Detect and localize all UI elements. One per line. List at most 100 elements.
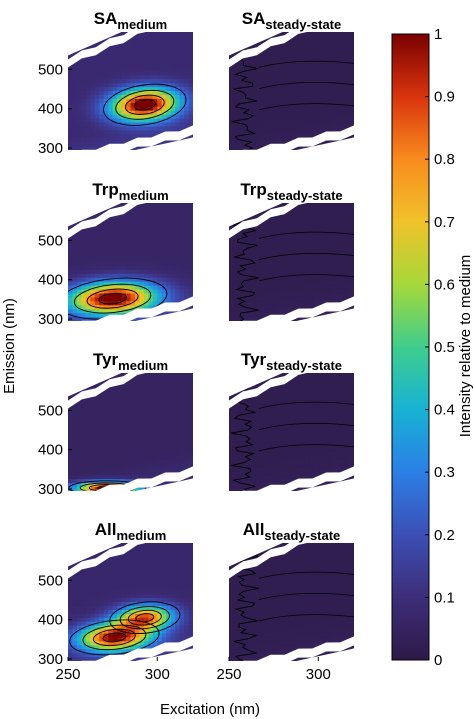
heat-cell [175,432,181,437]
heat-cell [349,234,354,239]
heat-cell [143,87,149,92]
heat-cell [117,277,123,283]
heat-cell [313,455,319,461]
heat-cell [278,51,284,57]
heat-cell [139,380,145,386]
heat-cell [139,471,145,476]
heat-cell [188,67,193,72]
heat-cell [229,238,235,243]
heat-cell [331,39,337,45]
heat-cell [157,32,163,37]
heat-cell [90,404,96,409]
heat-cell [108,130,114,135]
heat-cell [143,475,149,480]
heat-cell [313,376,319,382]
heat-cell [188,32,193,37]
heat-cell [233,79,239,84]
heat-cell [287,106,293,112]
heat-cell [134,376,141,382]
heat-cell [76,122,82,127]
heat-cell [327,98,333,104]
heat-cell [166,258,172,263]
heat-cell [130,269,136,275]
heat-cell [304,32,310,37]
heat-cell [161,242,167,247]
heat-cell [152,467,158,472]
heat-cell [76,277,82,283]
heat-cell [85,130,91,135]
heat-cell [229,439,235,445]
heat-cell [81,142,87,147]
heat-cell [287,412,293,417]
heat-cell [175,118,181,124]
heat-cell [242,285,248,291]
heat-cell [81,146,87,150]
heat-cell [161,443,167,449]
heat-cell [76,134,82,139]
heat-cell [161,218,167,224]
heat-cell [269,218,275,224]
heat-cell [90,262,96,267]
heat-cell [322,285,328,291]
heat-cell [291,222,297,228]
heat-cell [143,79,149,84]
heat-cell [322,412,328,417]
heat-cell [229,79,235,84]
heat-cell [143,400,149,406]
heat-cell [264,432,270,437]
heat-cell [304,435,310,441]
heat-cell [309,234,315,239]
heat-cell [148,242,154,247]
heat-cell [345,218,351,224]
heat-cell [139,32,145,37]
heat-cell [264,313,270,318]
heat-cell [166,214,172,220]
heat-cell [103,285,109,291]
heat-cell [300,301,306,306]
heat-cell [103,142,109,147]
heat-cell [278,408,284,413]
contour-line [124,94,165,115]
heat-cell [72,262,78,267]
heat-cell [340,250,346,255]
heat-cell [117,467,123,472]
heat-cell [269,459,275,465]
heat-cell [99,142,105,147]
heat-cell [278,91,284,96]
heat-cell [340,226,346,232]
heat-cell [260,55,266,61]
heat-cell [76,269,82,275]
heat-cell [68,471,74,476]
heat-cell [282,242,288,247]
heat-cell [246,59,252,65]
heat-cell [157,432,163,437]
heat-cell [291,262,297,267]
heat-cell [318,43,324,49]
heat-cell [322,39,328,45]
heat-cell [143,420,149,425]
heat-cell [295,373,302,378]
heat-cell [112,396,118,402]
heat-cell [246,487,252,491]
heat-cell [322,114,328,120]
heat-cell [300,206,306,212]
heat-cell [278,234,284,239]
heat-cell [233,262,239,267]
heat-cell [300,75,306,80]
heat-cell [318,471,324,476]
heat-cell [94,130,100,135]
heat-cell [134,67,141,72]
panel-title-subscript: medium [119,188,169,203]
heat-cell [229,130,235,135]
heat-cell [237,118,243,124]
heat-cell [157,380,163,386]
heat-cell [112,51,118,57]
heat-cell [309,134,315,139]
heat-cell [130,126,136,131]
heat-cell [157,230,163,236]
heat-cell [94,459,100,465]
heat-cell [161,230,167,236]
heat-cell [282,94,288,100]
heat-cell [85,102,91,108]
heat-cell [94,412,100,417]
